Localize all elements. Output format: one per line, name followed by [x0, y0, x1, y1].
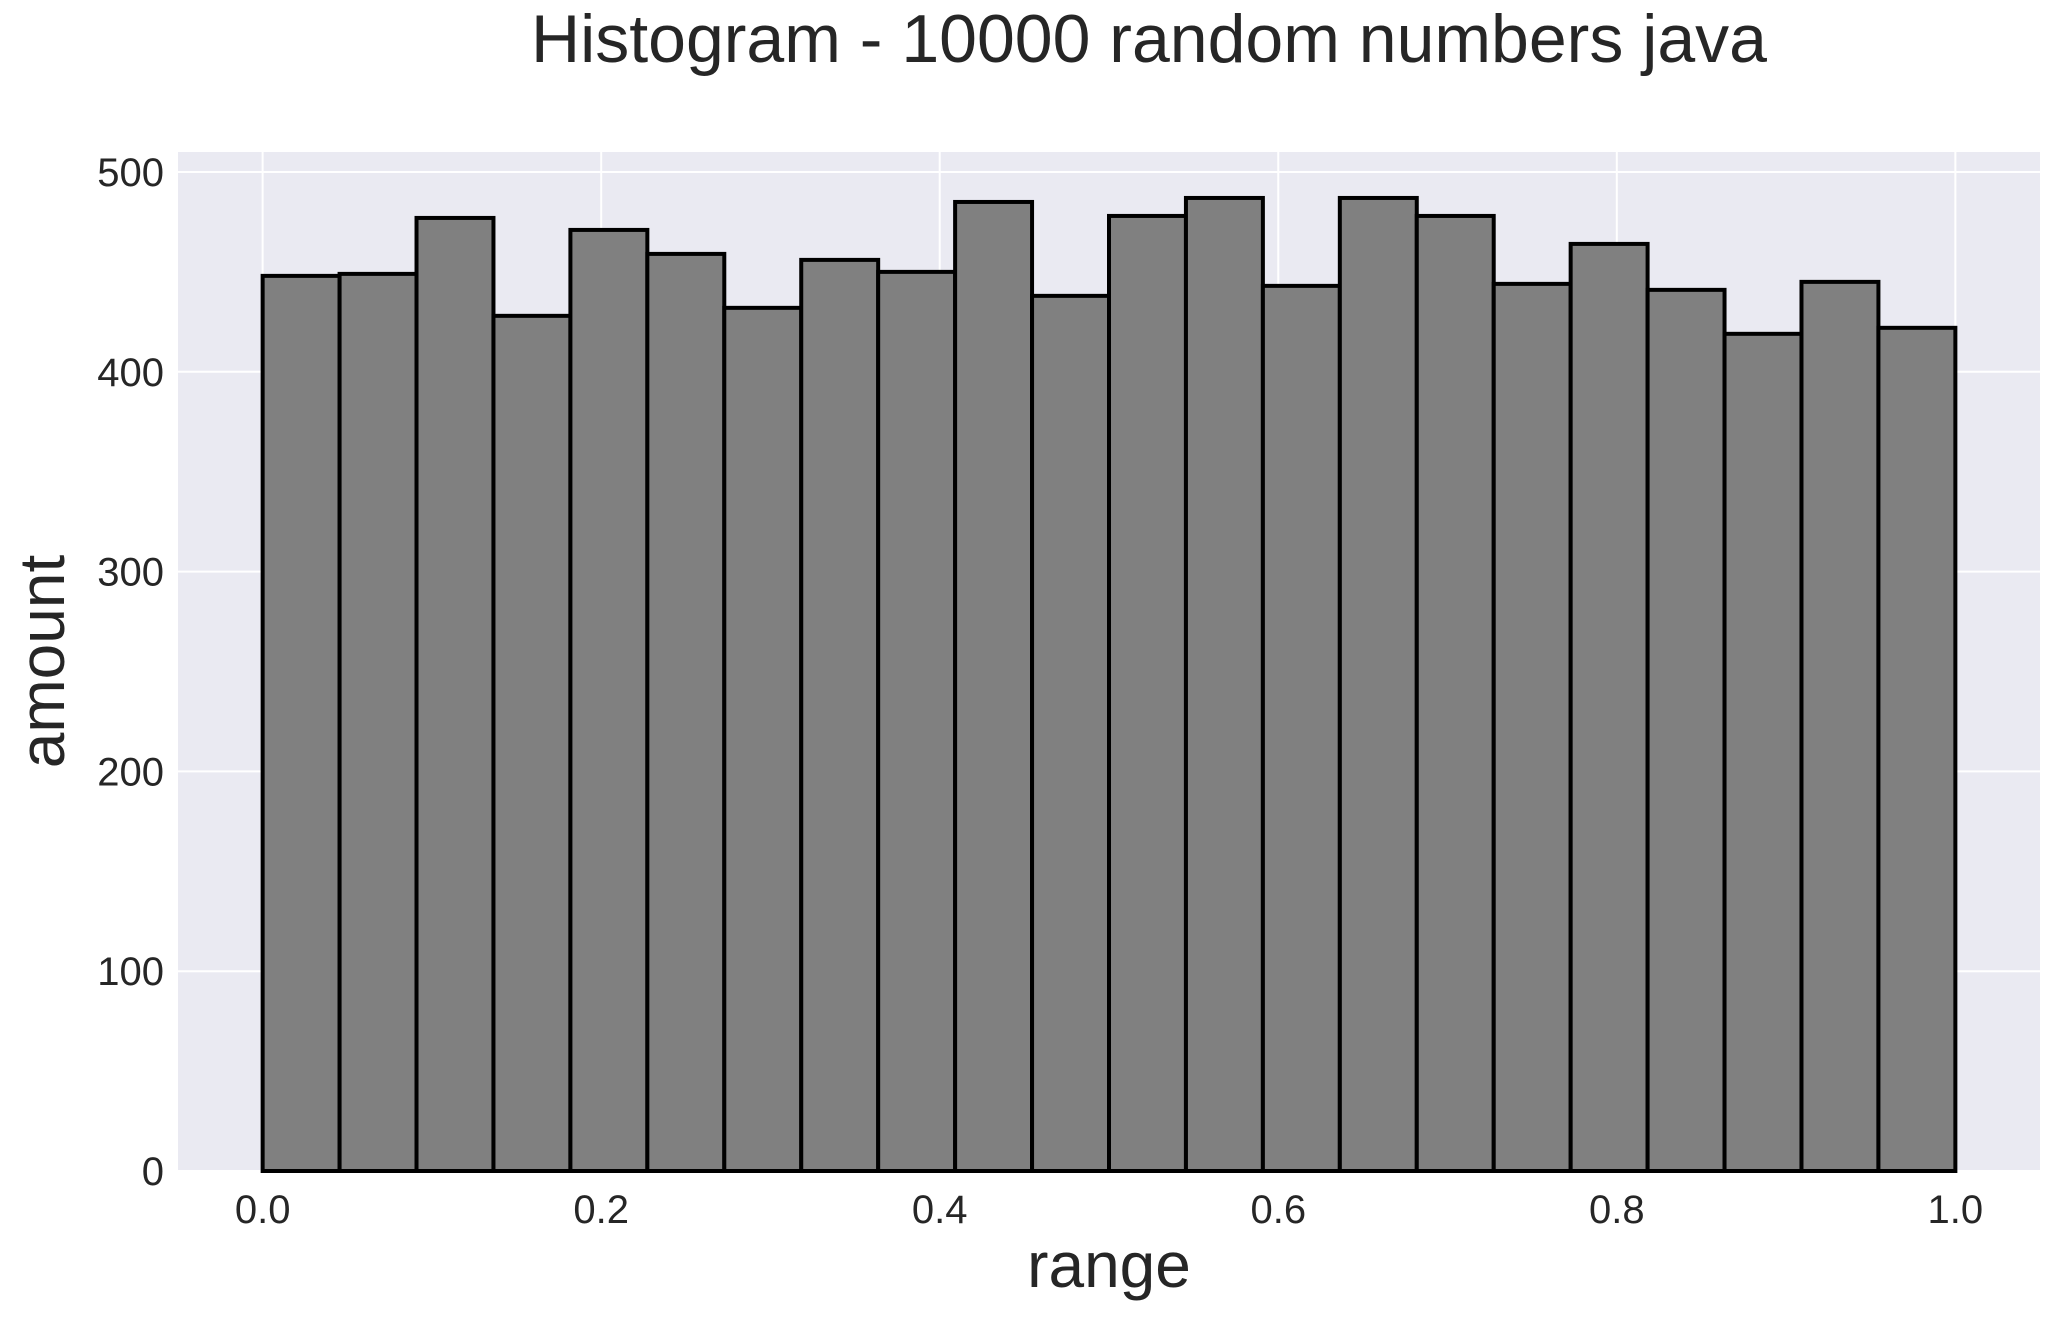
histogram-bar-18 — [1568, 241, 1650, 1174]
y-axis-label: amount — [6, 555, 78, 769]
x-axis-ticks: 0.0 0.2 0.4 0.6 0.8 1.0 — [235, 1188, 1983, 1232]
histogram-bar-16 — [1414, 213, 1496, 1173]
histogram-bar-19 — [1645, 287, 1727, 1174]
histogram-bar-20 — [1722, 331, 1804, 1173]
x-axis-label: range — [1027, 1229, 1191, 1301]
histogram-bar-13 — [1183, 195, 1265, 1173]
histogram-bar-6 — [645, 251, 727, 1173]
histogram-bar-11 — [1030, 293, 1112, 1173]
y-tick-label: 0 — [142, 1150, 164, 1194]
y-tick-label: 500 — [97, 151, 164, 195]
x-tick-label: 0.2 — [573, 1188, 629, 1232]
x-tick-label: 0.4 — [912, 1188, 968, 1232]
chart-title: Histogram - 10000 random numbers java — [531, 1, 1767, 77]
y-tick-label: 300 — [97, 551, 164, 595]
x-tick-label: 0.6 — [1250, 1188, 1306, 1232]
y-tick-label: 100 — [97, 950, 164, 994]
histogram-bar-7 — [722, 305, 804, 1173]
x-tick-label: 1.0 — [1928, 1188, 1984, 1232]
histogram-bar-22 — [1876, 325, 1958, 1173]
histogram-bar-10 — [953, 199, 1035, 1173]
histogram-bar-21 — [1799, 279, 1881, 1173]
histogram-bar-17 — [1491, 281, 1573, 1173]
histogram-bar-1 — [260, 273, 342, 1173]
histogram-bar-12 — [1107, 213, 1188, 1173]
y-tick-label: 200 — [97, 750, 164, 794]
histogram-bar-5 — [568, 227, 650, 1173]
histogram-bar-8 — [799, 257, 881, 1173]
histogram-bar-15 — [1337, 195, 1419, 1173]
x-tick-label: 0.0 — [235, 1188, 291, 1232]
x-tick-label: 0.8 — [1589, 1188, 1645, 1232]
histogram-bars — [260, 195, 1958, 1174]
histogram-bar-14 — [1260, 283, 1342, 1173]
histogram-bar-2 — [337, 271, 419, 1174]
histogram-bar-9 — [876, 269, 958, 1174]
y-axis-ticks: 0 100 200 300 400 500 — [97, 151, 164, 1194]
histogram-bar-3 — [414, 215, 496, 1173]
y-tick-label: 400 — [97, 351, 164, 395]
histogram-bar-4 — [491, 313, 573, 1173]
